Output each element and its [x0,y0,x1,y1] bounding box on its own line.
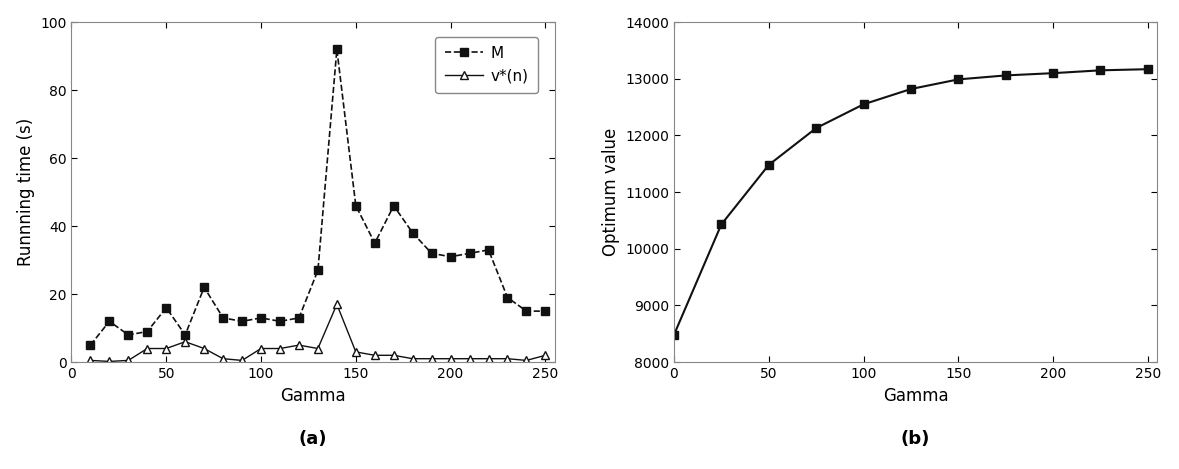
Line: v*(n): v*(n) [86,300,549,366]
M [121,332,136,338]
M [84,342,98,348]
v*(n) [253,346,268,351]
v*(n) [368,353,382,358]
v*(n) [103,359,117,364]
Legend: M, v*(n): M, v*(n) [435,37,538,92]
M [500,295,514,300]
M [103,318,117,324]
Y-axis label: Optimum value: Optimum value [601,128,619,256]
X-axis label: Gamma: Gamma [281,386,345,405]
v*(n) [481,356,495,362]
v*(n) [197,346,211,351]
v*(n) [140,346,154,351]
v*(n) [539,353,553,358]
v*(n) [311,346,325,351]
M [443,254,457,259]
M [481,247,495,253]
M [216,315,230,321]
M [387,203,401,209]
M [140,329,154,334]
Text: (a): (a) [299,430,328,448]
M [406,230,420,236]
Text: (b): (b) [901,430,930,448]
M [292,315,307,321]
M [349,203,363,209]
M [520,308,534,314]
M [253,315,268,321]
v*(n) [216,356,230,362]
v*(n) [272,346,286,351]
v*(n) [462,356,476,362]
v*(n) [424,356,439,362]
X-axis label: Gamma: Gamma [883,386,948,405]
Y-axis label: Runnning time (s): Runnning time (s) [17,118,34,266]
M [178,332,192,338]
M [235,318,249,324]
v*(n) [387,353,401,358]
v*(n) [84,357,98,363]
v*(n) [520,357,534,363]
M [311,267,325,273]
M [462,250,476,256]
v*(n) [159,346,173,351]
v*(n) [330,302,344,307]
M [197,285,211,290]
M [368,240,382,246]
v*(n) [235,357,249,363]
v*(n) [292,342,307,348]
M [424,250,439,256]
v*(n) [349,349,363,355]
M [272,318,286,324]
v*(n) [121,357,136,363]
Line: M: M [86,45,549,349]
M [539,308,553,314]
v*(n) [443,356,457,362]
v*(n) [406,356,420,362]
v*(n) [500,356,514,362]
M [159,305,173,310]
M [330,46,344,52]
v*(n) [178,339,192,345]
